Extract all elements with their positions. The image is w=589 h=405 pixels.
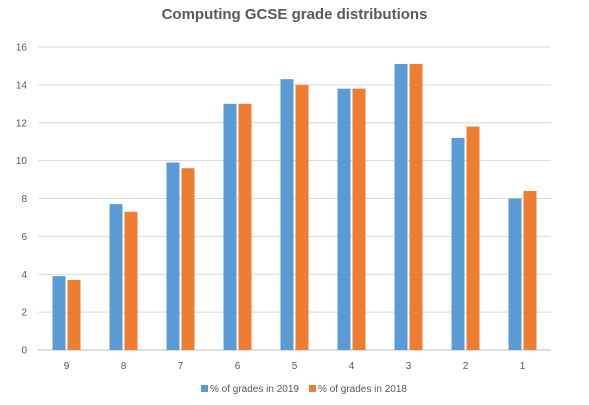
y-tick-label: 2 (21, 308, 27, 319)
y-tick-label: 12 (16, 118, 28, 129)
x-tick-label: 5 (292, 361, 298, 372)
bar-2018-grade-4 (352, 88, 366, 350)
y-tick-label: 4 (21, 270, 27, 281)
bar-2018-grade-7 (181, 168, 195, 350)
y-tick-label: 14 (16, 80, 28, 91)
x-tick-label: 7 (178, 361, 184, 372)
y-tick-label: 6 (21, 232, 27, 243)
x-tick-label: 9 (64, 361, 70, 372)
bar-2019-grade-1 (508, 198, 522, 350)
bars (52, 64, 537, 350)
bar-2018-grade-2 (466, 126, 480, 350)
legend-label: % of grades in 2019 (210, 384, 299, 395)
y-tick-label: 10 (16, 156, 28, 167)
x-tick-label: 6 (235, 361, 241, 372)
bar-2018-grade-1 (523, 190, 537, 350)
y-tick-label: 8 (21, 194, 27, 205)
x-tick-label: 2 (463, 361, 469, 372)
bar-2019-grade-6 (223, 103, 237, 350)
legend-label: % of grades in 2018 (318, 384, 407, 395)
x-tick-label: 3 (406, 361, 412, 372)
chart-title: Computing GCSE grade distributions (161, 6, 428, 23)
legend-swatch (201, 385, 208, 392)
bar-2019-grade-9 (52, 276, 66, 350)
bar-2019-grade-7 (166, 162, 180, 350)
x-tick-label: 8 (121, 361, 127, 372)
bar-2019-grade-4 (337, 88, 351, 350)
gridlines (38, 46, 551, 351)
legend-swatch (309, 385, 316, 392)
bar-2018-grade-9 (67, 279, 81, 350)
y-axis: 0 2 4 6 8 10 12 14 16 (16, 43, 28, 357)
bar-2018-grade-6 (238, 103, 252, 350)
bar-2019-grade-3 (394, 64, 408, 350)
x-axis: 9 8 7 6 5 4 3 2 1 (64, 361, 526, 372)
y-tick-label: 16 (16, 43, 28, 54)
legend: % of grades in 2019 % of grades in 2018 (201, 384, 407, 395)
bar-2019-grade-8 (109, 204, 123, 350)
bar-2018-grade-5 (295, 84, 309, 350)
bar-2019-grade-2 (451, 137, 465, 350)
bar-2018-grade-3 (409, 64, 423, 350)
bar-2018-grade-8 (124, 211, 138, 350)
y-tick-label: 0 (21, 346, 27, 357)
x-tick-label: 4 (349, 361, 355, 372)
bar-2019-grade-5 (280, 79, 294, 350)
x-tick-label: 1 (520, 361, 526, 372)
